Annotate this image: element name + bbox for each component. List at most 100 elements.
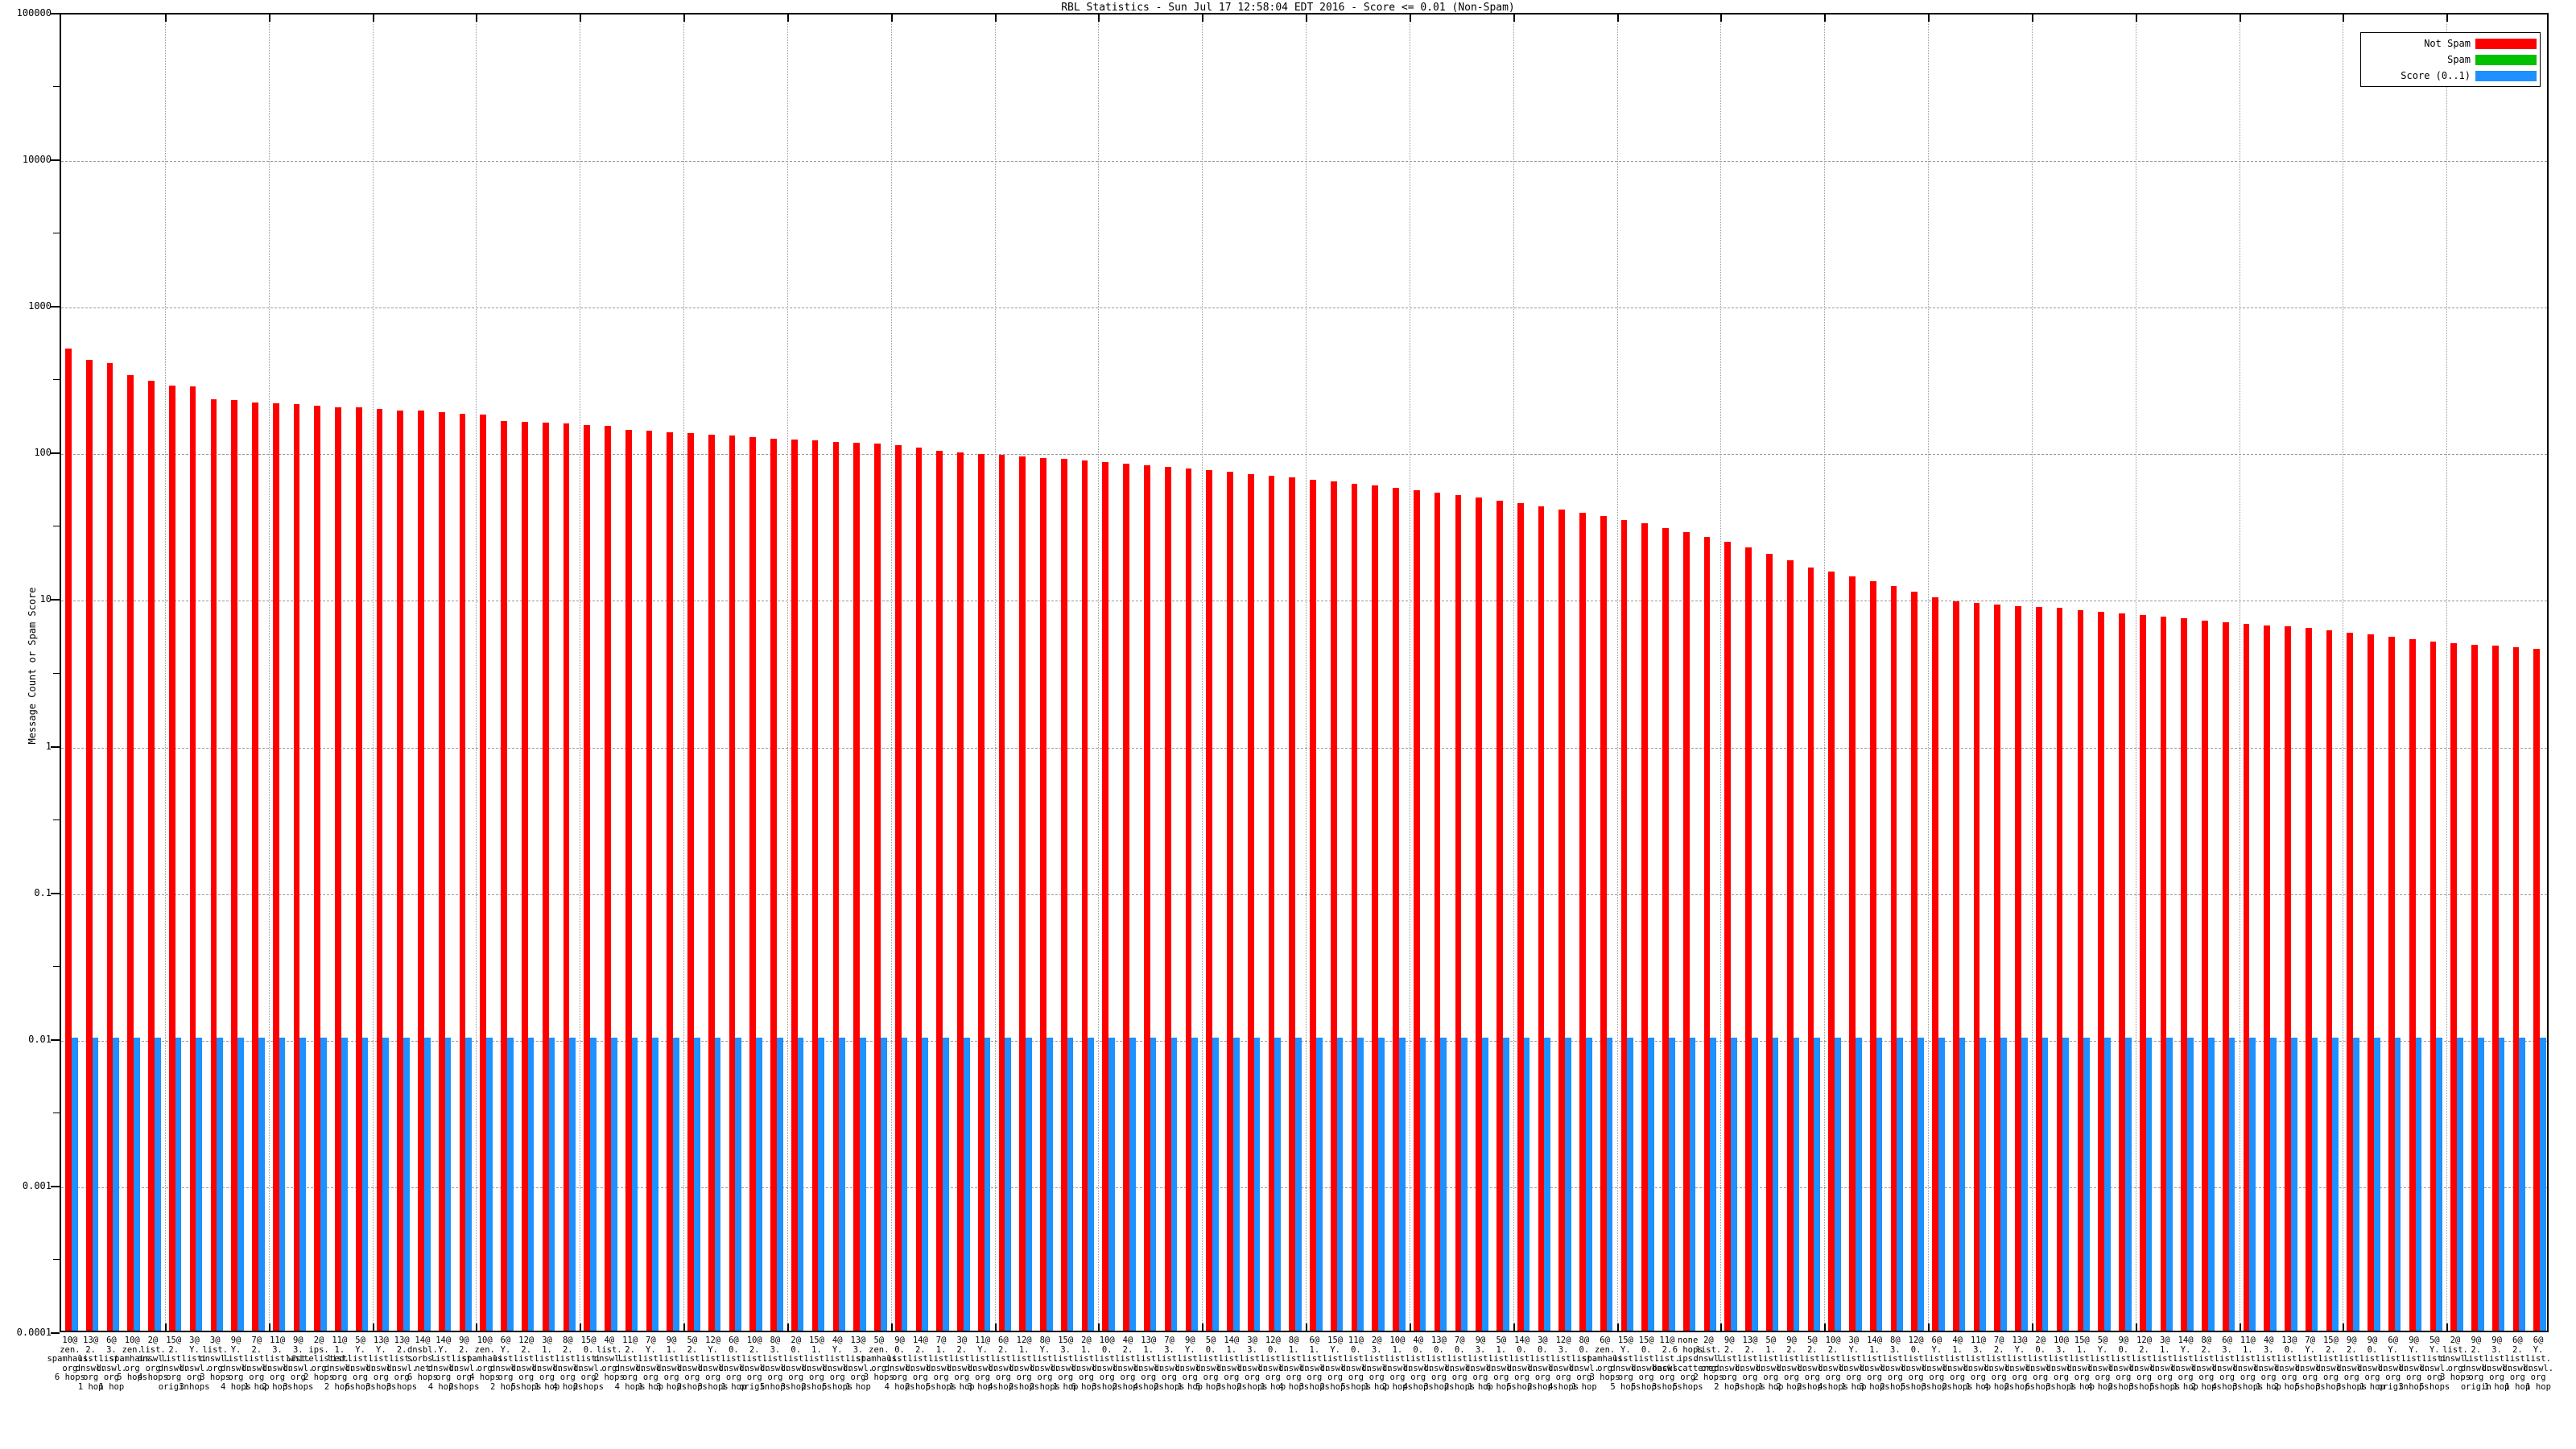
x-axis-tick-bottom (2239, 1323, 2241, 1331)
x-axis-tick-label: 14@ 2. list. dnswl. org 2 hops (905, 1335, 936, 1392)
x-axis-tick-top (1928, 14, 1930, 22)
x-axis-tick-label: 7@ 1. list. dnswl. org 5 hops (926, 1335, 957, 1392)
bar-score (1170, 1037, 1178, 1331)
bar-score (2270, 1037, 2277, 1331)
x-axis-tick-label: 8@ 2. list. dnswl. org 4 hops (552, 1335, 584, 1392)
bar-not-spam (977, 453, 985, 1331)
grid-line-vertical (1098, 14, 1100, 1331)
bar-not-spam (2222, 621, 2229, 1331)
bar-not-spam (1081, 460, 1088, 1331)
bar-score (590, 1037, 597, 1331)
bar-score (1253, 1037, 1261, 1331)
bar-score (2083, 1037, 2090, 1331)
bar-not-spam (542, 423, 549, 1331)
bar-score (1918, 1037, 1924, 1331)
bar-score (693, 1037, 700, 1331)
bar-not-spam (832, 441, 840, 1331)
bar-not-spam (1164, 466, 1171, 1331)
bar-score (1315, 1037, 1323, 1331)
bar-not-spam (1994, 604, 2001, 1331)
x-axis-tick-label: 2@ ips. whitelisted. org 2 hops (288, 1335, 349, 1382)
bar-score (1731, 1037, 1737, 1331)
grid-line-vertical (1824, 14, 1826, 1331)
bar-not-spam (252, 402, 258, 1331)
x-axis-tick-top (683, 14, 685, 22)
x-axis-tick-bottom (164, 1323, 167, 1331)
bar-not-spam (646, 430, 653, 1331)
bar-not-spam (770, 438, 777, 1331)
x-axis-tick-label: 8@ Y. list. dnswl. org 2 hops (1029, 1335, 1060, 1392)
grid-line-vertical (2446, 14, 2448, 1331)
legend-label: Not Spam (2424, 38, 2471, 49)
y-axis-tick-label: 1 (45, 740, 52, 752)
x-axis-tick-top (1202, 14, 1204, 22)
x-axis-tick-label: 14@ Y. list. dnswl. org 1 hop (2170, 1335, 2202, 1392)
bar-score (1129, 1037, 1136, 1331)
x-axis-tick-label: 3@ list. dnswl. org 3 hops (200, 1335, 231, 1382)
x-axis-tick-bottom (890, 1323, 893, 1331)
bar-score (2519, 1037, 2526, 1331)
y-axis-tick-label: 1000 (28, 300, 52, 312)
x-axis-tick-label: 15@ 3. list. dnswl. org 1 hop (1050, 1335, 1081, 1392)
x-axis-tick-top (580, 14, 582, 22)
bar-score (2166, 1037, 2174, 1331)
x-axis-tick-label: 9@ Y. list. dnswl. org 3 hops (2398, 1335, 2429, 1392)
x-axis-tick-label: 13@ 1. list. dnswl. org 4 hops (1133, 1335, 1164, 1392)
bar-score (361, 1037, 369, 1331)
x-axis-tick-top (2031, 14, 2033, 22)
x-axis-tick-label: 10@ 2. list. dnswl. org 4 hops (1818, 1335, 1849, 1392)
x-axis-tick-label: none 6 hops ips. backscatterer. org 5 ho… (1652, 1335, 1724, 1392)
legend-label: Spam (2447, 54, 2471, 65)
x-axis-tick-label: 3@ Y. list. dnswl. org 3 hops (179, 1335, 210, 1392)
grid-line-vertical (1306, 14, 1307, 1331)
grid-line-vertical (994, 14, 996, 1331)
bar-score (154, 1037, 161, 1331)
x-axis-tick-label: 7@ 2. list. dnswl. org 1 hop (241, 1335, 272, 1392)
x-axis-tick-label: 11@ 1. list. dnswl. org 2 hops (324, 1335, 355, 1392)
x-axis-tick-label: 9@ Y. list. dnswl. org 1 hop (1174, 1335, 1206, 1392)
bar-not-spam (1019, 456, 1026, 1331)
bar-score (735, 1037, 742, 1331)
y-axis-minor-tick (53, 965, 60, 967)
y-axis-tick (51, 1332, 60, 1334)
x-axis-tick-bottom (268, 1323, 270, 1331)
bar-score (1461, 1037, 1468, 1331)
bar-score (465, 1037, 473, 1331)
bar-score (92, 1037, 99, 1331)
legend-label: Score (0..1) (2401, 70, 2471, 81)
bar-score (1191, 1037, 1198, 1331)
bar-score (2187, 1037, 2194, 1331)
bar-score (2498, 1037, 2505, 1331)
bar-score (569, 1037, 576, 1331)
bar-score (506, 1037, 514, 1331)
bar-not-spam (1496, 500, 1503, 1331)
bar-not-spam (2264, 625, 2271, 1331)
bar-not-spam (2243, 624, 2250, 1331)
x-axis-tick-bottom (1306, 1323, 1307, 1331)
bar-not-spam (1351, 483, 1358, 1331)
x-axis-tick-label: 11@ 3. list. dnswl. org 2 hops (262, 1335, 293, 1392)
bar-score (2228, 1037, 2235, 1331)
bar-not-spam (376, 408, 383, 1331)
bar-score (963, 1037, 970, 1331)
bar-score (673, 1037, 679, 1331)
bar-not-spam (418, 411, 424, 1331)
bar-not-spam (625, 429, 632, 1331)
x-axis-tick-label: 3@ 1. list. dnswl. org 5 hops (2149, 1335, 2181, 1392)
bar-score (2041, 1037, 2049, 1331)
bar-score (922, 1037, 929, 1331)
grid-line-vertical (1202, 14, 1203, 1331)
bar-score (1419, 1037, 1426, 1331)
bar-score (1979, 1037, 1987, 1331)
x-axis-tick-label: 13@ Y. list. dnswl. org 3 hops (365, 1335, 397, 1392)
bar-not-spam (1807, 568, 1814, 1331)
bar-not-spam (1932, 597, 1938, 1331)
x-axis-tick-label: 9@ 0. list. dnswl. org 2 hops (2107, 1335, 2139, 1392)
bar-not-spam (915, 448, 923, 1331)
x-axis-tick-label: 9@ 3. list. dnswl. org 1 hop (1465, 1335, 1496, 1392)
bar-score (1938, 1037, 1945, 1331)
bar-not-spam (1786, 559, 1794, 1331)
bar-score (279, 1037, 286, 1331)
grid-layer (61, 14, 2547, 1331)
bar-not-spam (1849, 576, 1856, 1331)
